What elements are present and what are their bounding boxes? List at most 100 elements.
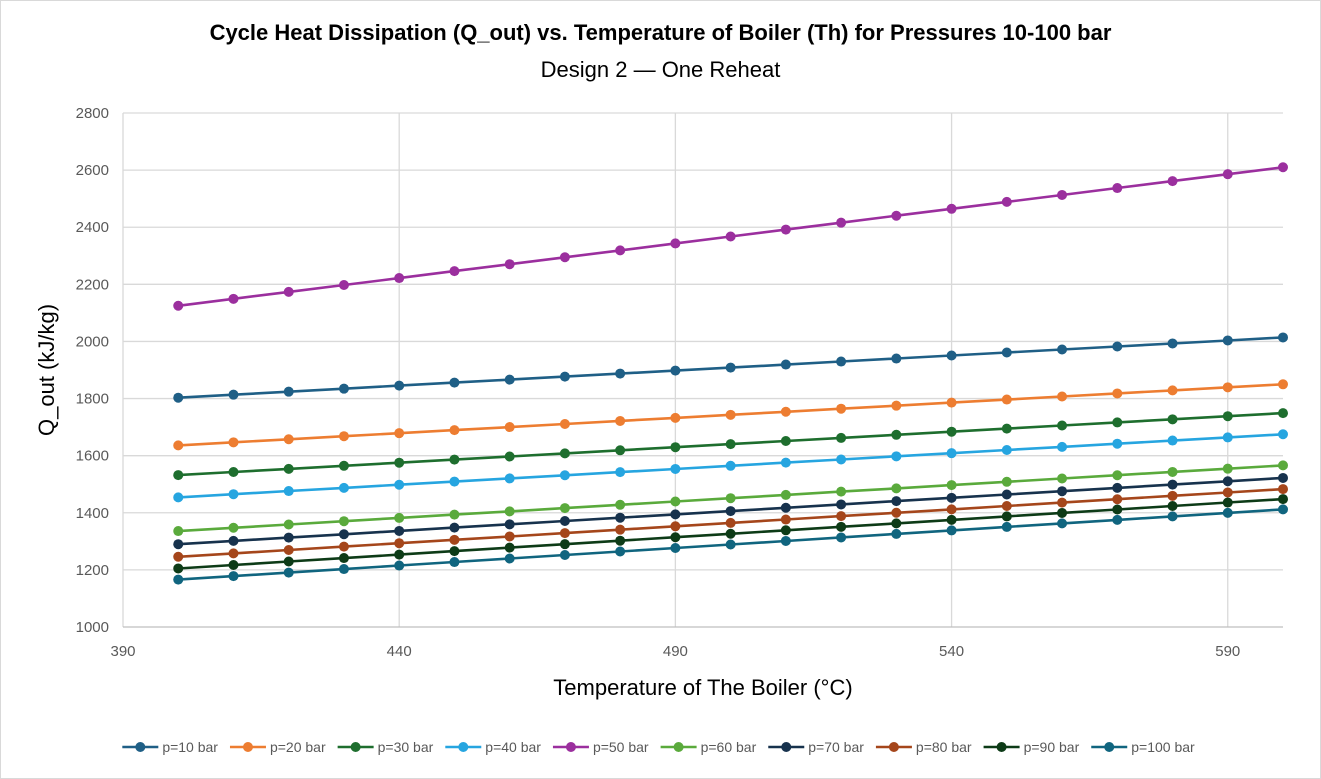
y-tick-label: 1200 xyxy=(76,562,109,579)
series-p-50-bar xyxy=(173,162,1288,311)
data-point xyxy=(504,451,515,462)
data-point xyxy=(338,541,349,552)
data-point xyxy=(670,442,681,453)
data-point xyxy=(1278,504,1288,515)
data-point xyxy=(615,368,626,379)
data-point xyxy=(836,454,847,465)
data-point xyxy=(615,535,626,546)
series-p-30-bar xyxy=(173,408,1288,481)
legend-label: p=20 bar xyxy=(270,739,326,755)
data-point xyxy=(1222,411,1233,422)
legend-label: p=60 bar xyxy=(701,739,757,755)
data-point xyxy=(946,504,957,515)
data-point xyxy=(946,397,957,408)
legend-swatch-marker xyxy=(673,742,684,752)
y-tick-label: 1400 xyxy=(76,505,109,522)
legend-item: p=20 bar xyxy=(229,739,326,755)
data-point xyxy=(338,529,349,540)
data-point xyxy=(891,483,902,494)
data-point xyxy=(670,496,681,507)
data-point xyxy=(891,507,902,518)
data-point xyxy=(946,525,957,536)
data-point xyxy=(1112,470,1123,481)
series-p-40-bar xyxy=(173,429,1288,503)
data-point xyxy=(1222,335,1233,346)
y-tick-label: 2600 xyxy=(76,162,109,179)
data-point xyxy=(559,371,570,382)
data-point xyxy=(338,516,349,527)
data-point xyxy=(394,273,405,284)
data-point xyxy=(228,489,239,500)
data-point xyxy=(836,432,847,443)
data-point xyxy=(449,425,460,436)
data-point xyxy=(615,245,626,256)
data-point xyxy=(173,492,184,503)
data-point xyxy=(670,542,681,553)
data-point xyxy=(1278,162,1288,173)
data-point xyxy=(394,428,405,439)
data-point xyxy=(670,532,681,543)
data-point xyxy=(891,210,902,221)
data-point xyxy=(836,356,847,367)
x-tick-label: 490 xyxy=(663,643,688,660)
data-point xyxy=(504,531,515,542)
legend-item: p=90 bar xyxy=(983,739,1080,755)
data-point xyxy=(173,574,184,585)
y-tick-label: 1600 xyxy=(76,448,109,465)
y-tick-label: 1800 xyxy=(76,391,109,408)
data-point xyxy=(1222,169,1233,180)
data-point xyxy=(725,528,736,539)
data-point xyxy=(836,403,847,414)
data-point xyxy=(449,522,460,533)
data-point xyxy=(780,535,791,546)
data-point xyxy=(173,539,184,550)
legend-swatch-marker xyxy=(888,742,899,752)
data-point xyxy=(173,551,184,562)
data-point xyxy=(394,457,405,468)
data-point xyxy=(449,557,460,568)
data-point xyxy=(725,506,736,517)
data-point xyxy=(283,386,294,397)
data-point xyxy=(725,409,736,420)
legend-item: p=50 bar xyxy=(552,739,649,755)
data-point xyxy=(228,293,239,304)
data-point xyxy=(1112,504,1123,515)
y-axis-label: Q_out (kJ/kg) xyxy=(34,304,59,436)
data-point xyxy=(1057,473,1068,484)
data-point xyxy=(1167,385,1178,396)
legend-label: p=80 bar xyxy=(916,739,972,755)
data-point xyxy=(559,539,570,550)
series-group xyxy=(173,162,1288,585)
data-point xyxy=(228,559,239,570)
data-point xyxy=(1278,429,1288,440)
data-point xyxy=(504,542,515,553)
data-point xyxy=(283,567,294,578)
data-point xyxy=(780,406,791,417)
data-point xyxy=(780,457,791,468)
data-point xyxy=(449,266,460,277)
data-point xyxy=(173,470,184,481)
data-point xyxy=(670,521,681,532)
data-point xyxy=(228,437,239,448)
data-point xyxy=(836,511,847,522)
legend-swatch-marker xyxy=(350,742,361,752)
data-point xyxy=(1112,417,1123,428)
data-point xyxy=(1278,460,1288,471)
data-point xyxy=(836,499,847,510)
data-point xyxy=(780,514,791,525)
data-point xyxy=(228,466,239,477)
data-point xyxy=(338,482,349,493)
data-point xyxy=(173,563,184,574)
data-point xyxy=(504,553,515,564)
chart-title: Cycle Heat Dissipation (Q_out) vs. Tempe… xyxy=(209,20,1112,45)
data-point xyxy=(1167,479,1178,490)
data-point xyxy=(836,486,847,497)
data-point xyxy=(725,493,736,504)
data-point xyxy=(891,451,902,462)
data-point xyxy=(946,480,957,491)
data-point xyxy=(1222,507,1233,518)
data-point xyxy=(780,525,791,536)
data-point xyxy=(780,502,791,513)
data-point xyxy=(228,522,239,533)
data-point xyxy=(1112,388,1123,399)
